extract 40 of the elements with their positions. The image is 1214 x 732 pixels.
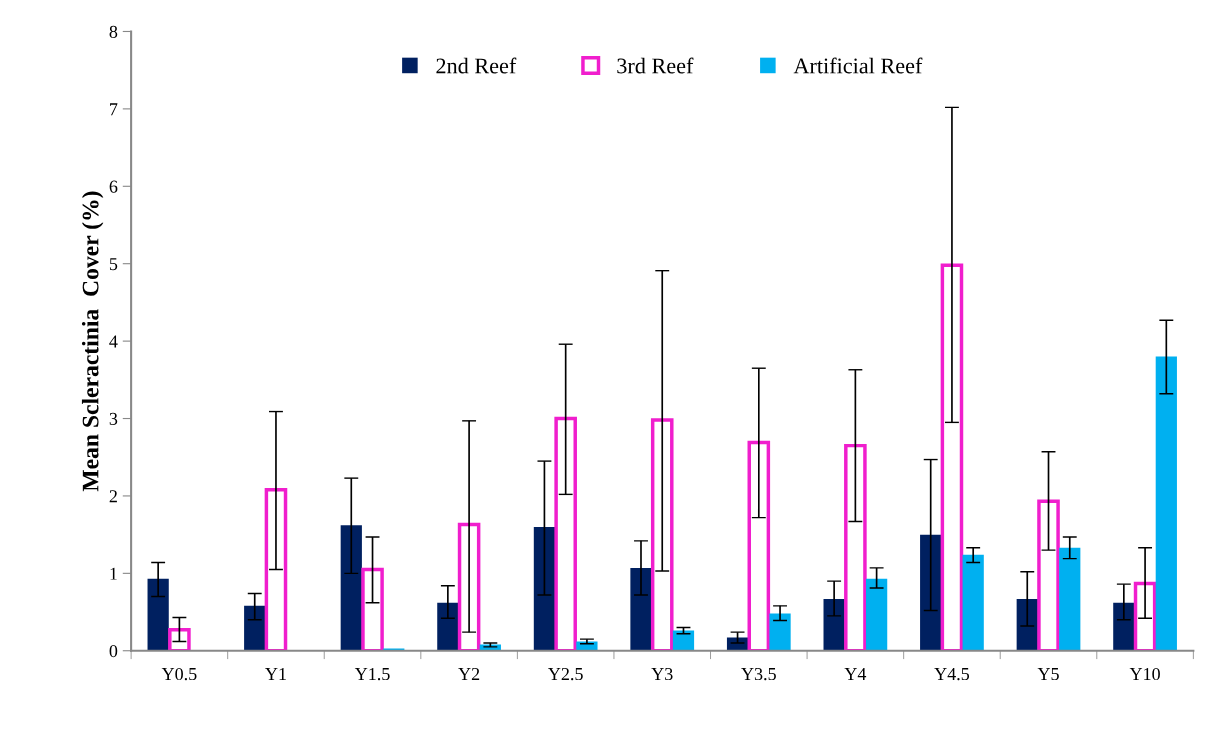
bar <box>962 554 984 651</box>
bar <box>437 602 459 651</box>
bar <box>672 630 695 651</box>
y-tick-label: 4 <box>109 335 118 348</box>
legend-label: Artificial Reef <box>793 57 923 74</box>
x-tick-label: Y3 <box>651 667 673 681</box>
x-tick-label: Y4.5 <box>934 668 970 681</box>
bar <box>244 605 266 651</box>
x-tick-label: Y5 <box>1037 668 1059 681</box>
x-tick-label: Y10 <box>1129 667 1160 681</box>
bar <box>147 578 169 651</box>
bar <box>1113 602 1135 651</box>
bar <box>866 578 888 651</box>
bar <box>1155 356 1177 651</box>
bar <box>769 613 791 651</box>
bar <box>1059 547 1081 651</box>
y-tick-label: 0 <box>109 645 118 658</box>
x-tick-label: Y3.5 <box>741 667 776 681</box>
y-tick-label: 2 <box>109 490 117 503</box>
bar <box>340 525 362 651</box>
x-tick-label: Y4 <box>844 668 867 680</box>
bar <box>823 598 845 651</box>
bar <box>576 641 598 651</box>
bar <box>533 526 556 651</box>
y-tick-label: 3 <box>109 412 118 425</box>
legend-label: 2nd Reef <box>436 57 517 74</box>
x-tick-label: Y2 <box>458 667 480 680</box>
y-tick-label: 8 <box>109 25 118 38</box>
bar <box>630 567 652 651</box>
y-axis-title: Mean Scleractinia Cover (%) <box>81 191 104 492</box>
y-tick-label: 6 <box>109 180 118 193</box>
bar <box>920 534 942 651</box>
y-tick-label: 1 <box>110 567 117 580</box>
y-tick-label: 7 <box>110 103 118 116</box>
x-tick-label: Y1.5 <box>354 668 390 681</box>
legend-label: 3rd Reef <box>617 57 694 74</box>
y-tick-label: 5 <box>109 258 118 271</box>
x-tick-label: Y0.5 <box>161 667 197 681</box>
x-tick-label: Y2.5 <box>548 667 583 681</box>
x-tick-label: Y1 <box>265 668 286 680</box>
